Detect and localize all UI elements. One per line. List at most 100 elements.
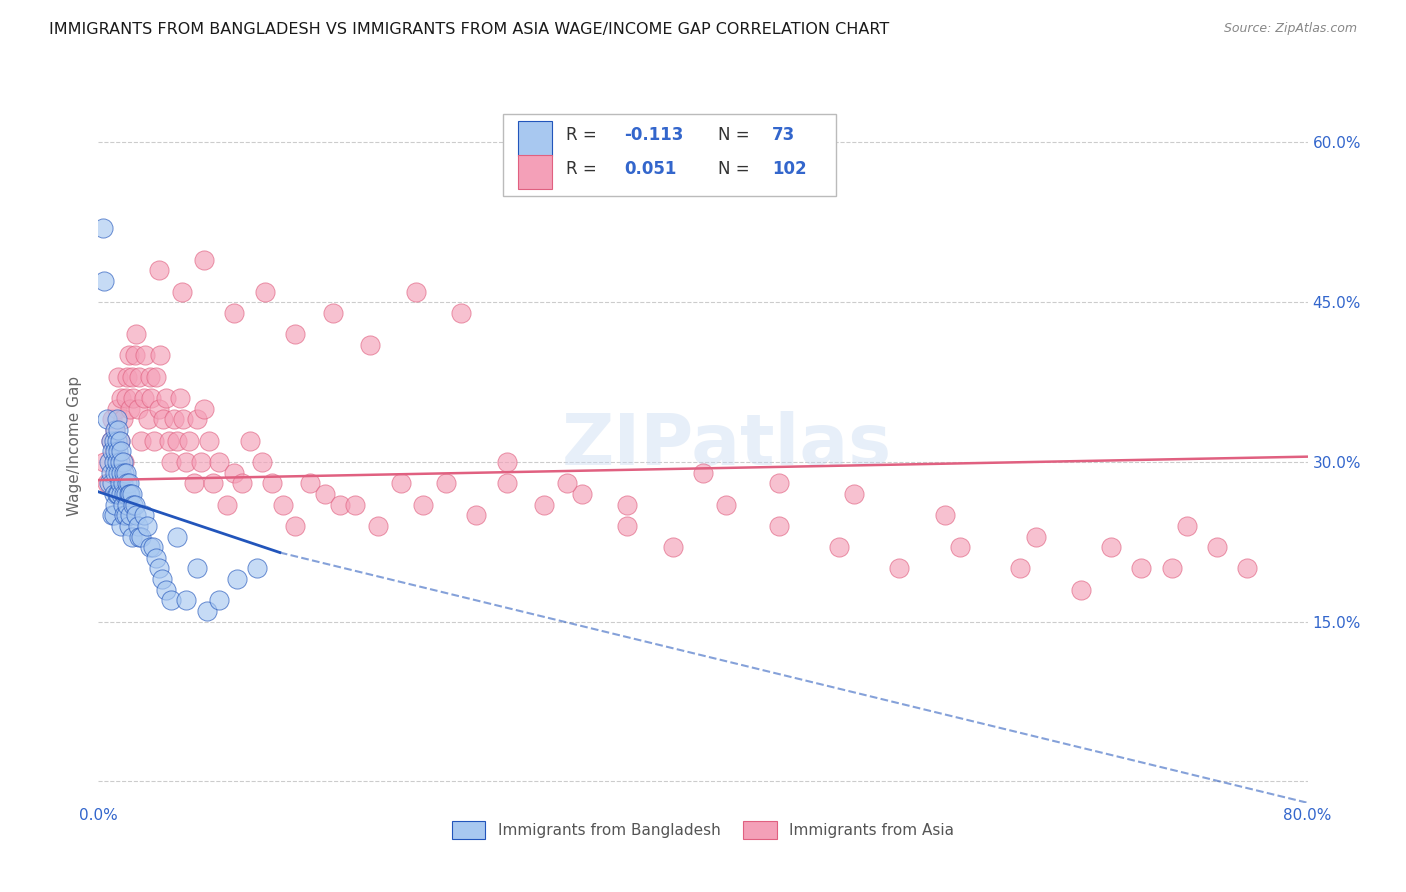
Point [208, 455, 231, 469]
Point [121, 487, 143, 501]
Point [93, 455, 115, 469]
Point [166, 434, 188, 448]
Point [118, 476, 141, 491]
Point [104, 466, 127, 480]
Point [111, 476, 134, 491]
Point [159, 434, 181, 448]
Point [124, 498, 146, 512]
Point [405, 285, 427, 299]
Point [121, 529, 143, 543]
Point [132, 391, 155, 405]
Point [111, 412, 134, 426]
Point [224, 466, 246, 480]
Point [115, 498, 138, 512]
Point [183, 476, 205, 491]
Point [108, 476, 131, 491]
Point [148, 401, 170, 416]
Point [108, 434, 131, 448]
Point [135, 519, 157, 533]
Point [533, 498, 555, 512]
Point [104, 444, 127, 458]
Point [124, 349, 146, 363]
Point [253, 285, 276, 299]
Point [360, 338, 382, 352]
Point [110, 444, 132, 458]
Point [389, 476, 412, 491]
Point [110, 466, 132, 480]
Point [495, 455, 517, 469]
Point [145, 550, 167, 565]
Point [93, 274, 115, 288]
Point [107, 369, 129, 384]
Point [118, 519, 141, 533]
Point [115, 369, 138, 384]
Point [145, 369, 167, 384]
Point [118, 349, 141, 363]
Point [1160, 561, 1182, 575]
Point [186, 412, 208, 426]
Point [112, 455, 135, 469]
Point [139, 369, 162, 384]
Point [329, 498, 352, 512]
Point [105, 401, 128, 416]
Point [104, 423, 127, 437]
Point [284, 327, 307, 342]
Point [114, 508, 136, 523]
Point [136, 412, 159, 426]
Point [495, 476, 517, 491]
Point [129, 529, 152, 543]
Point [193, 252, 215, 267]
Point [367, 519, 389, 533]
Point [105, 434, 128, 448]
Point [105, 455, 128, 469]
Point [105, 487, 128, 501]
Point [174, 593, 197, 607]
Point [114, 466, 136, 480]
Point [96, 476, 118, 491]
Point [122, 498, 145, 512]
Point [100, 434, 122, 448]
Point [121, 369, 143, 384]
Point [111, 498, 134, 512]
Point [208, 593, 231, 607]
Text: R =: R = [567, 127, 602, 145]
Point [129, 434, 152, 448]
Point [103, 508, 125, 523]
Point [112, 508, 135, 523]
Point [103, 455, 125, 469]
Point [127, 519, 149, 533]
Point [148, 561, 170, 575]
Point [166, 529, 188, 543]
Point [250, 455, 273, 469]
Point [934, 508, 956, 523]
Point [100, 466, 122, 480]
Point [226, 572, 249, 586]
Point [160, 455, 183, 469]
FancyBboxPatch shape [517, 121, 553, 155]
Text: 0.051: 0.051 [624, 160, 676, 178]
Point [692, 466, 714, 480]
Point [616, 498, 638, 512]
Point [190, 455, 212, 469]
Point [128, 529, 150, 543]
Point [152, 412, 174, 426]
Point [186, 561, 208, 575]
Point [107, 466, 129, 480]
Point [127, 401, 149, 416]
Point [120, 487, 142, 501]
Point [314, 487, 336, 501]
Point [231, 476, 253, 491]
Point [107, 487, 129, 501]
Point [118, 487, 141, 501]
Text: N =: N = [717, 160, 755, 178]
Point [450, 306, 472, 320]
Point [271, 498, 294, 512]
Point [465, 508, 488, 523]
FancyBboxPatch shape [517, 155, 553, 189]
Point [115, 476, 138, 491]
Point [98, 476, 121, 491]
Text: N =: N = [717, 127, 755, 145]
Point [202, 476, 225, 491]
Point [163, 412, 186, 426]
Point [215, 498, 238, 512]
